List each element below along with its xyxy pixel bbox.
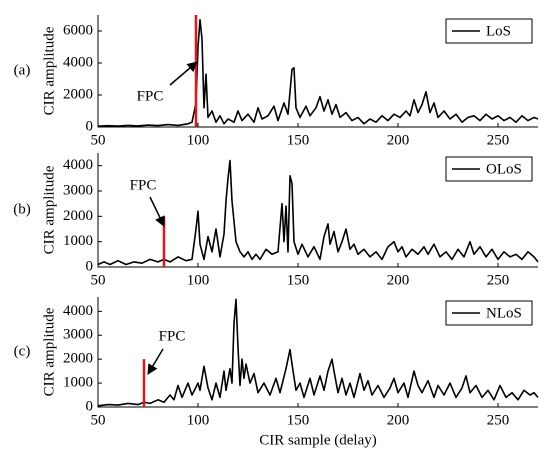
y-axis-label: CIR amplitude bbox=[41, 165, 57, 254]
x-axis-label: CIR sample (delay) bbox=[259, 432, 376, 448]
cir-line bbox=[97, 159, 539, 266]
panel-label: (b) bbox=[13, 201, 31, 217]
y-tick-label: 0 bbox=[86, 118, 94, 134]
y-axis-label: CIR amplitude bbox=[41, 26, 57, 115]
legend-label: NLoS bbox=[486, 305, 522, 321]
panel-label: (c) bbox=[14, 343, 31, 359]
y-tick-label: 2000 bbox=[63, 208, 93, 224]
x-tick-label: 200 bbox=[387, 412, 410, 428]
fpc-arrow bbox=[149, 196, 165, 227]
x-tick-label: 100 bbox=[187, 272, 210, 288]
y-tick-label: 3000 bbox=[63, 327, 93, 343]
x-tick-label: 200 bbox=[387, 272, 410, 288]
y-tick-label: 4000 bbox=[63, 54, 93, 70]
y-tick-label: 1000 bbox=[63, 233, 93, 249]
x-tick-label: 200 bbox=[387, 132, 410, 148]
x-tick-label: 50 bbox=[91, 272, 106, 288]
fpc-label: FPC bbox=[137, 88, 164, 104]
x-tick-label: 150 bbox=[287, 132, 310, 148]
y-tick-label: 1000 bbox=[63, 375, 93, 391]
y-tick-label: 0 bbox=[86, 398, 94, 414]
y-tick-label: 6000 bbox=[63, 22, 93, 38]
y-tick-label: 4000 bbox=[63, 303, 93, 319]
y-tick-label: 3000 bbox=[63, 182, 93, 198]
panel-label: (a) bbox=[14, 62, 31, 78]
fpc-label: FPC bbox=[130, 177, 157, 193]
x-tick-label: 150 bbox=[287, 412, 310, 428]
fpc-arrow bbox=[147, 348, 164, 375]
x-tick-label: 50 bbox=[91, 132, 106, 148]
x-tick-label: 250 bbox=[487, 272, 510, 288]
y-tick-label: 4000 bbox=[63, 157, 93, 173]
legend-label: OLoS bbox=[486, 161, 522, 177]
x-tick-label: 100 bbox=[187, 412, 210, 428]
x-tick-label: 250 bbox=[487, 412, 510, 428]
y-tick-label: 0 bbox=[86, 258, 94, 274]
fpc-label: FPC bbox=[159, 328, 186, 344]
x-tick-label: 50 bbox=[91, 412, 106, 428]
cir-line bbox=[97, 19, 539, 127]
cir-line bbox=[97, 298, 539, 407]
x-tick-label: 100 bbox=[187, 132, 210, 148]
y-tick-label: 2000 bbox=[63, 351, 93, 367]
y-tick-label: 2000 bbox=[63, 86, 93, 102]
x-tick-label: 150 bbox=[287, 272, 310, 288]
y-axis-label: CIR amplitude bbox=[41, 307, 57, 396]
fpc-arrow bbox=[169, 61, 198, 86]
legend-label: LoS bbox=[486, 23, 511, 39]
x-tick-label: 250 bbox=[487, 132, 510, 148]
